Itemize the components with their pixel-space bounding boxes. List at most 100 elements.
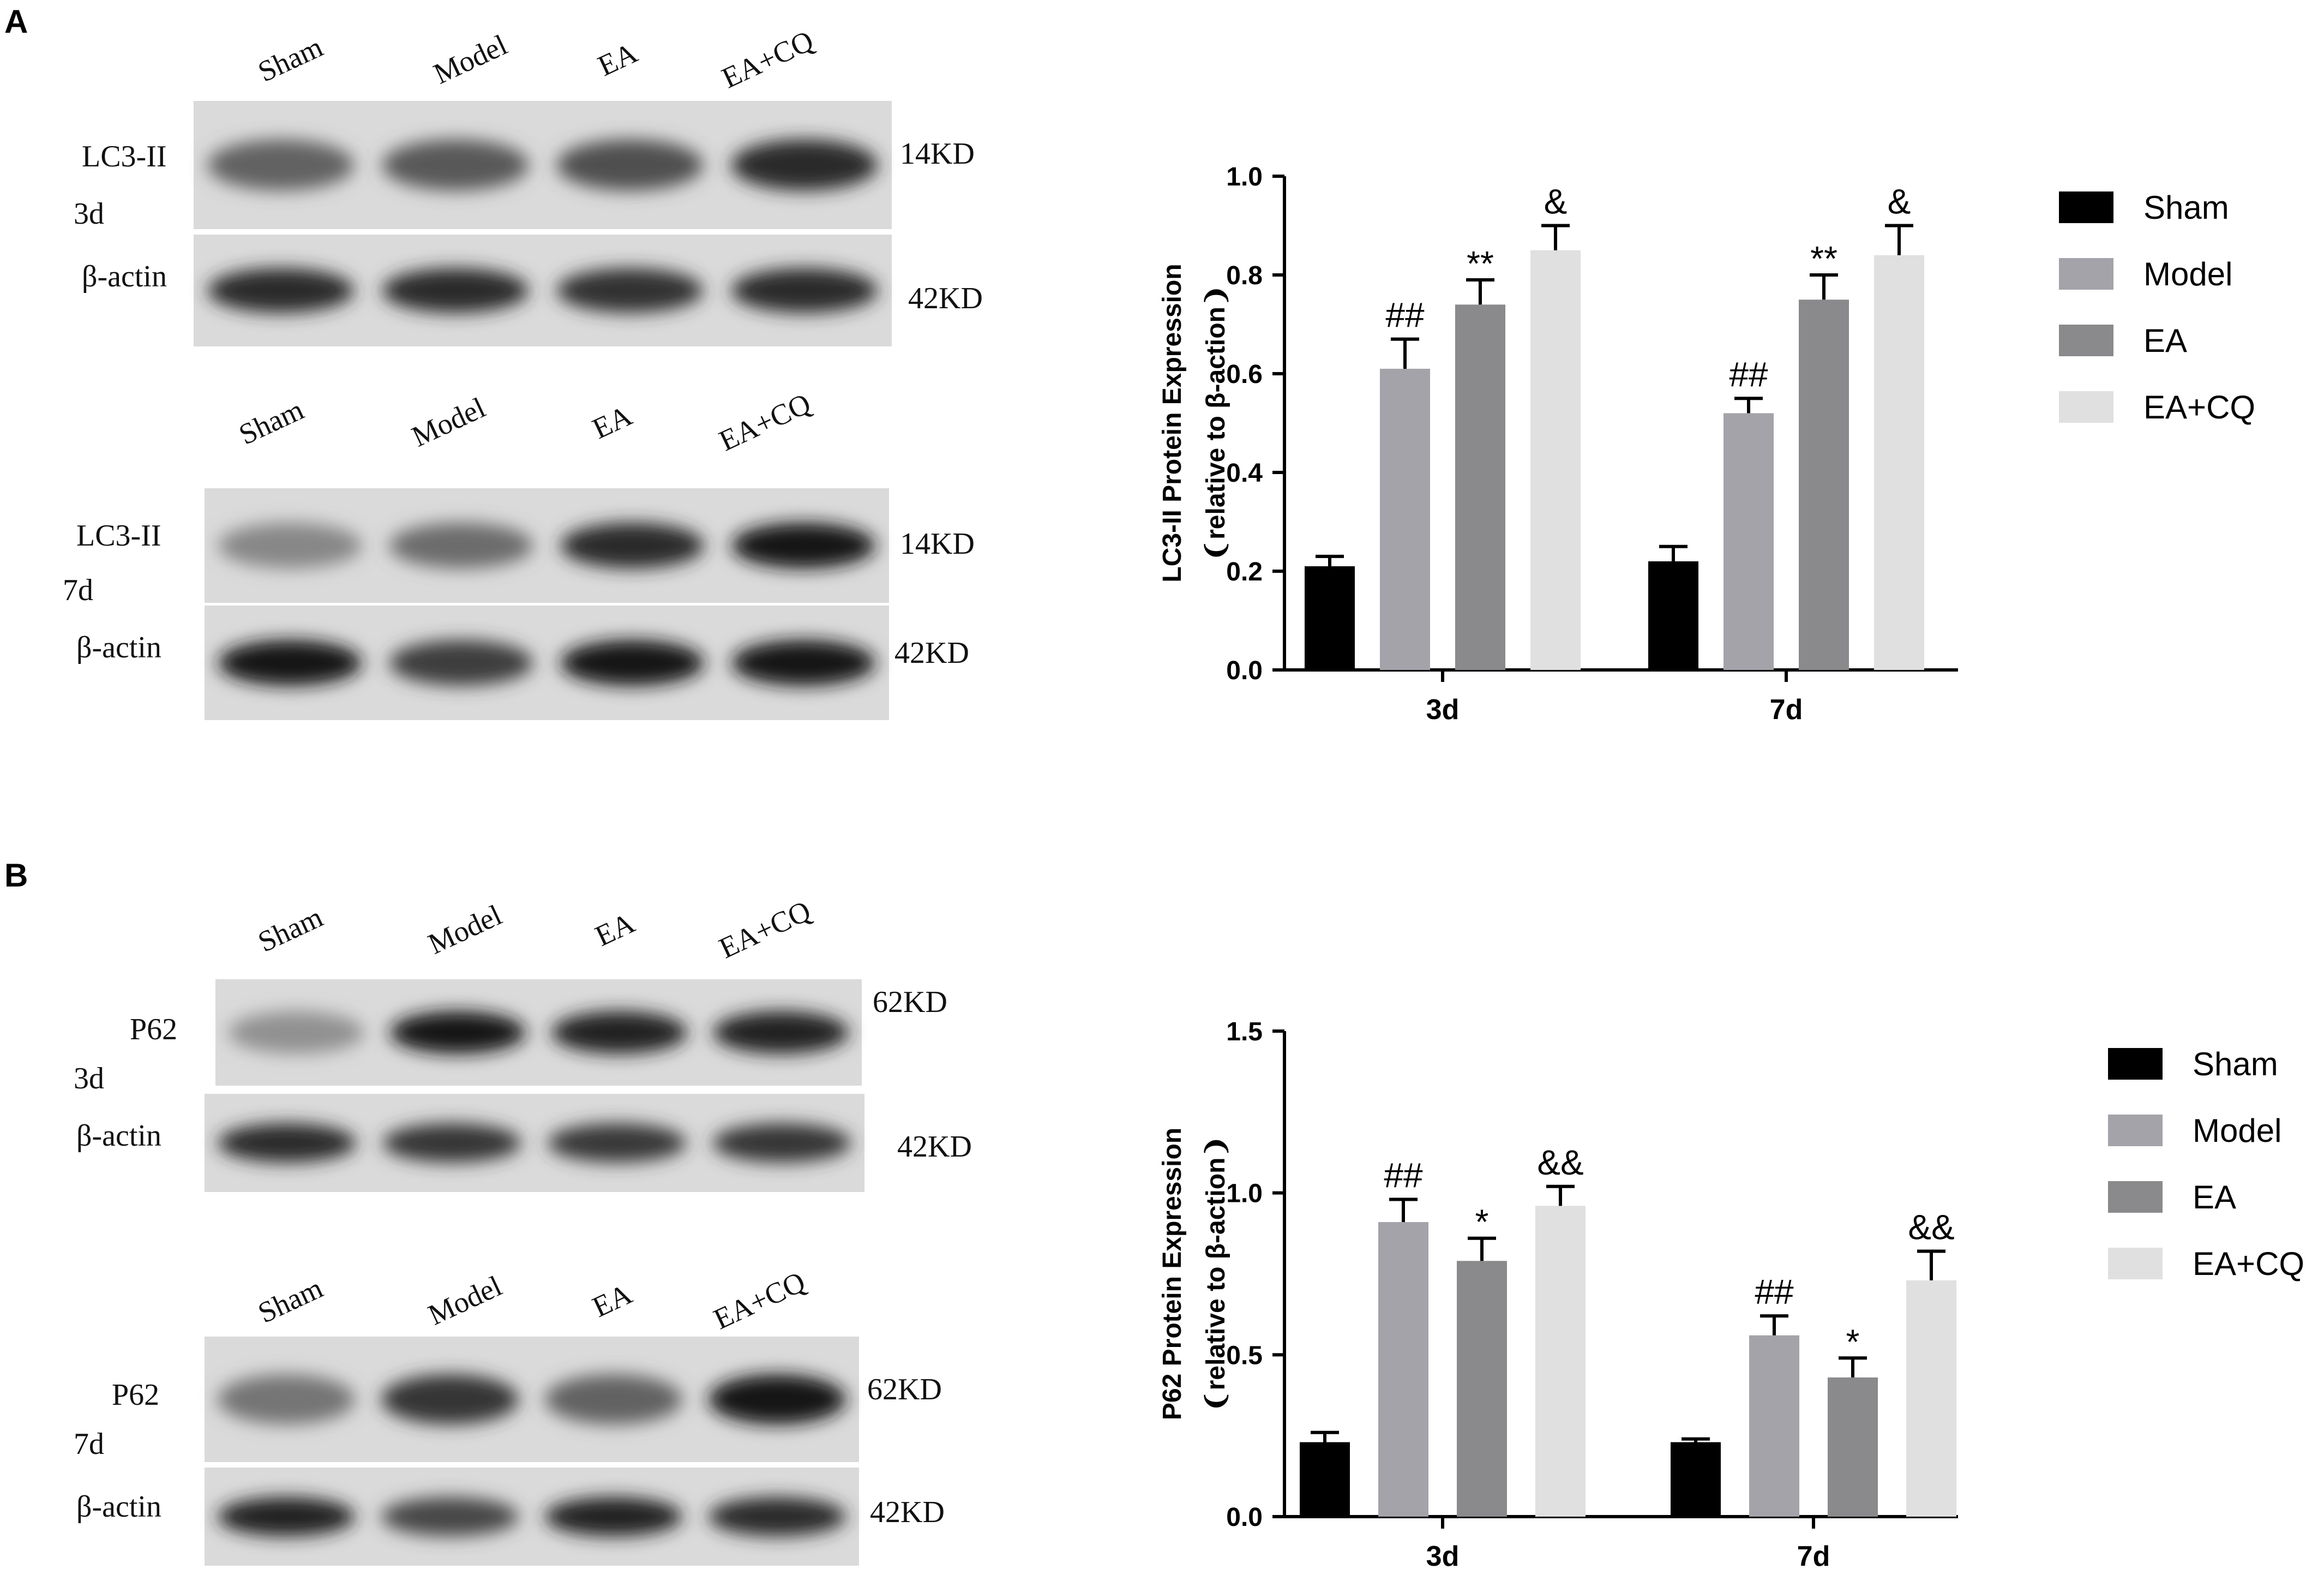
panel-label-a: A	[4, 3, 28, 40]
protein-band	[731, 523, 875, 568]
legend-label: EA+CQ	[2193, 1245, 2304, 1282]
lane-label: Sham	[253, 901, 328, 959]
y-tick-label: 1.0	[1226, 1179, 1263, 1208]
protein-band	[560, 523, 705, 568]
protein-band	[218, 640, 362, 686]
molecular-weight-label: 42KD	[897, 1130, 972, 1164]
molecular-weight-label: 62KD	[873, 985, 947, 1019]
lc3-ii-bar-chart: 0.0 0.2 0.4 0.6 0.8 1.0 3d 7d LC3-II Protein Exp…	[1158, 163, 2255, 726]
molecular-weight-label: 14KD	[900, 527, 975, 561]
significance-marker: **	[1810, 239, 1837, 278]
bar	[1799, 300, 1849, 670]
lane-label: EA	[587, 399, 637, 445]
lane-label: Sham	[253, 1272, 328, 1330]
protein-band	[381, 1497, 519, 1536]
bar	[1828, 1377, 1878, 1517]
protein-label: P62	[130, 1013, 177, 1046]
lane-label: EA	[593, 36, 642, 82]
significance-marker: **	[1467, 244, 1494, 283]
legend-label: EA+CQ	[2143, 389, 2255, 426]
molecular-weight-label: 14KD	[900, 137, 975, 171]
protein-band	[382, 268, 529, 313]
p62-bar-chart: 0.0 0.5 1.0 1.5 3d 7d P62 Protein Expression ❨r…	[1158, 1017, 2304, 1572]
protein-label: LC3-II	[76, 519, 161, 553]
lane-label: EA+CQ	[714, 894, 815, 965]
y-tick-label: 0.8	[1226, 261, 1263, 290]
legend-label: EA	[2143, 322, 2187, 359]
protein-band	[218, 1374, 355, 1424]
protein-band	[708, 1497, 846, 1536]
protein-label: β-actin	[76, 631, 161, 664]
y-axis-subtitle: ❨relative to β-action❩	[1202, 1135, 1230, 1412]
lane-label: Model	[423, 1269, 507, 1332]
lane-label: Model	[423, 899, 507, 961]
bar	[1300, 1442, 1350, 1517]
x-tick-label: 3d	[1426, 694, 1460, 726]
protein-band	[382, 139, 529, 191]
timepoint-label: 7d	[74, 1427, 104, 1461]
timepoint-label: 3d	[74, 197, 104, 231]
bar	[1874, 255, 1924, 670]
protein-band	[560, 640, 705, 686]
molecular-weight-label: 42KD	[894, 636, 969, 670]
legend-swatch	[2108, 1048, 2163, 1080]
x-tick-label: 7d	[1797, 1541, 1830, 1572]
legend-label: Sham	[2193, 1046, 2278, 1082]
lane-label: EA+CQ	[717, 24, 818, 94]
significance-marker: ##	[1729, 355, 1768, 394]
legend-swatch	[2108, 1181, 2163, 1213]
legend-swatch	[2059, 391, 2113, 423]
bar	[1906, 1280, 1956, 1517]
bar	[1457, 1261, 1507, 1517]
bar	[1648, 561, 1698, 670]
protein-band	[713, 1011, 849, 1054]
blot-2: Sham Model EA EA+CQ LC3-II 14KD β-actin 42KD 7d	[63, 387, 975, 720]
legend-swatch	[2059, 325, 2113, 356]
legend-swatch	[2059, 258, 2113, 290]
legend-swatch	[2108, 1115, 2163, 1146]
significance-marker: *	[1475, 1202, 1489, 1242]
lane-label: Model	[429, 28, 512, 91]
y-tick-label: 0.6	[1226, 360, 1263, 389]
blot-1: Sham Model EA EA+CQ LC3-II 14KD β-actin 42KD 3d	[74, 24, 983, 346]
bar	[1455, 304, 1505, 670]
bar	[1724, 413, 1774, 670]
protein-band	[218, 1497, 355, 1536]
protein-band	[207, 268, 355, 313]
significance-marker: &&	[1537, 1143, 1583, 1182]
y-axis-title: P62 Protein Expression	[1158, 1128, 1187, 1420]
protein-band	[382, 1123, 521, 1163]
y-tick-label: 0.2	[1226, 558, 1263, 586]
y-tick-label: 1.0	[1226, 163, 1263, 191]
significance-marker: *	[1846, 1322, 1860, 1361]
protein-band	[545, 1497, 682, 1536]
protein-band	[731, 640, 875, 686]
timepoint-label: 7d	[63, 573, 93, 607]
protein-band	[556, 268, 704, 313]
protein-band	[708, 1374, 846, 1424]
x-tick-label: 3d	[1426, 1541, 1460, 1572]
protein-band	[207, 139, 355, 191]
legend-label: Model	[2193, 1112, 2281, 1149]
protein-band	[712, 1123, 851, 1163]
protein-band	[731, 268, 878, 313]
bar	[1380, 368, 1430, 670]
y-axis-subtitle: ❨relative to β-action❩	[1202, 285, 1230, 561]
y-axis-title: LC3-II Protein Expression	[1158, 264, 1187, 582]
western-blots: Sham Model EA EA+CQ LC3-II 14KD β-actin 42KD 3d S…	[63, 24, 983, 1566]
protein-band	[731, 139, 878, 191]
molecular-weight-label: 62KD	[867, 1373, 942, 1406]
significance-marker: &	[1544, 182, 1568, 221]
molecular-weight-label: 42KD	[870, 1495, 945, 1529]
protein-band	[545, 1374, 682, 1424]
legend-label: Sham	[2143, 189, 2229, 226]
protein-label: LC3-II	[82, 140, 167, 173]
blot-3: Sham Model EA EA+CQ P62 62KD β-actin 42KD 3d	[74, 894, 972, 1192]
protein-band	[218, 1123, 357, 1163]
legend-label: Model	[2143, 256, 2232, 292]
legend-swatch	[2059, 191, 2113, 223]
significance-marker: ##	[1755, 1272, 1794, 1311]
significance-marker: &	[1888, 182, 1911, 221]
lane-label: EA+CQ	[708, 1265, 810, 1336]
